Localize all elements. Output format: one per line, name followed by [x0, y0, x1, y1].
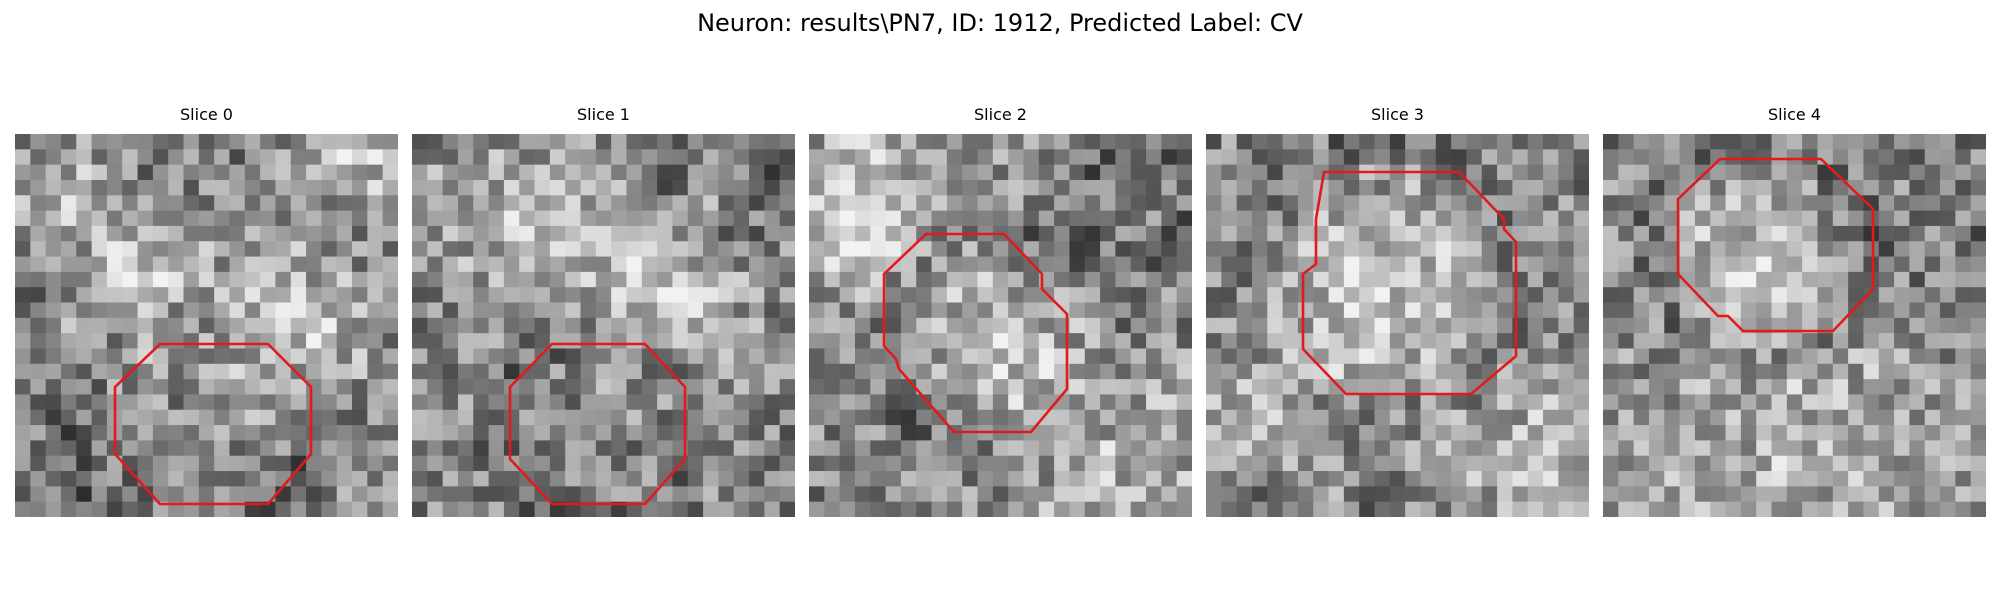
slice-title-4: Slice 4: [1768, 105, 1821, 124]
roi-outline-2: [882, 232, 1069, 434]
microscopy-image-0: [15, 134, 398, 517]
microscopy-image-4: [1603, 134, 1986, 517]
slice-title-0: Slice 0: [180, 105, 233, 124]
slice-panel-3: Slice 3: [1206, 104, 1589, 517]
slice-panel-1: Slice 1: [412, 104, 795, 517]
roi-outline-3: [1301, 170, 1518, 396]
slice-panel-4: Slice 4: [1603, 104, 1986, 517]
microscopy-image-1: [412, 134, 795, 517]
microscopy-image-3: [1206, 134, 1589, 517]
figure-title: Neuron: results\PN7, ID: 1912, Predicted…: [697, 9, 1303, 37]
roi-outline-1: [508, 342, 687, 506]
slice-title-1: Slice 1: [577, 105, 630, 124]
microscopy-image-2: [809, 134, 1192, 517]
slice-panel-2: Slice 2: [809, 104, 1192, 517]
roi-outline-0: [113, 342, 313, 506]
slice-panel-0: Slice 0: [15, 104, 398, 517]
slice-title-3: Slice 3: [1371, 105, 1424, 124]
roi-outline-4: [1676, 157, 1875, 333]
slice-title-2: Slice 2: [974, 105, 1027, 124]
